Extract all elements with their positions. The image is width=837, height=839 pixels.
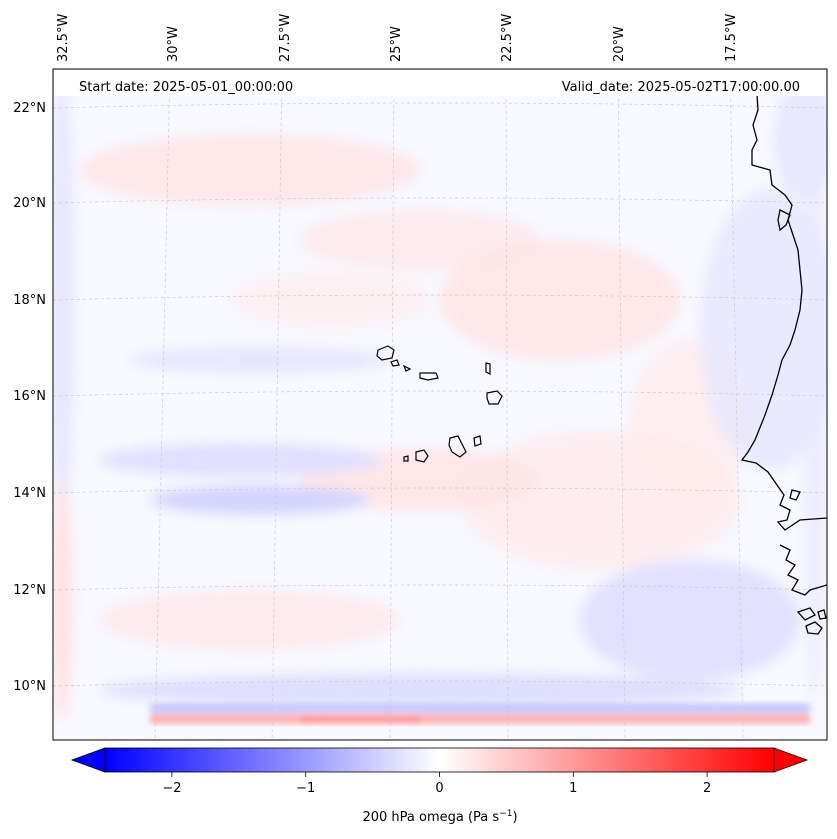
map-panel: Start date: 2025-05-01_00:00:00 Valid_da…: [52, 68, 828, 741]
lon-label-17-5w: 17.5°W: [724, 14, 739, 62]
longitude-labels: 32.5°W 30°W 27.5°W 25°W 22.5°W 20°W 17.5…: [56, 14, 739, 62]
lon-label-25w: 25°W: [389, 26, 404, 62]
colorbar-extend-high: [773, 747, 809, 773]
colorbar-body: [104, 747, 775, 773]
lat-label-16n: 16°N: [13, 389, 46, 404]
colorbar-tick-label: 1: [569, 781, 577, 796]
colorbar-tick-label: 0: [435, 781, 443, 796]
lat-label-10n: 10°N: [13, 679, 46, 694]
lon-label-22-5w: 22.5°W: [500, 14, 515, 62]
lat-label-22n: 22°N: [13, 101, 46, 116]
colorbar-tick-label: −2: [162, 781, 181, 796]
lon-label-20w: 20°W: [612, 26, 627, 62]
colorbar-ticks: −2 −1 0 1 2: [162, 772, 711, 796]
start-date-label: Start date: 2025-05-01_00:00:00: [79, 80, 293, 95]
graticule: [53, 69, 827, 740]
colorbar-extend-low: [70, 747, 106, 773]
coastline: [740, 94, 827, 635]
lat-label-12n: 12°N: [13, 583, 46, 598]
colorbar-tick-label: −1: [296, 781, 315, 796]
map-frame: [52, 68, 828, 741]
omega-field: [53, 69, 827, 740]
header-band: [54, 70, 826, 96]
lat-label-14n: 14°N: [13, 486, 46, 501]
lat-label-20n: 20°N: [13, 196, 46, 211]
omega-bottom-band: [150, 703, 810, 724]
omega-shading: [53, 70, 827, 720]
cape-verde-islands: [376, 345, 503, 463]
colorbar-tick-label: 2: [703, 781, 711, 796]
latitude-labels: 22°N 20°N 18°N 16°N 14°N 12°N 10°N: [13, 101, 46, 694]
lon-label-30w: 30°W: [166, 26, 181, 62]
colorbar: −2 −1 0 1 2 200 hPa omega (Pa s−1): [70, 747, 809, 825]
lon-label-27-5w: 27.5°W: [278, 14, 293, 62]
lat-label-18n: 18°N: [13, 293, 46, 308]
valid-date-label: Valid_date: 2025-05-02T17:00:00.00: [562, 80, 800, 95]
colorbar-label: 200 hPa omega (Pa s−1): [362, 809, 517, 825]
lon-label-32-5w: 32.5°W: [56, 14, 71, 62]
